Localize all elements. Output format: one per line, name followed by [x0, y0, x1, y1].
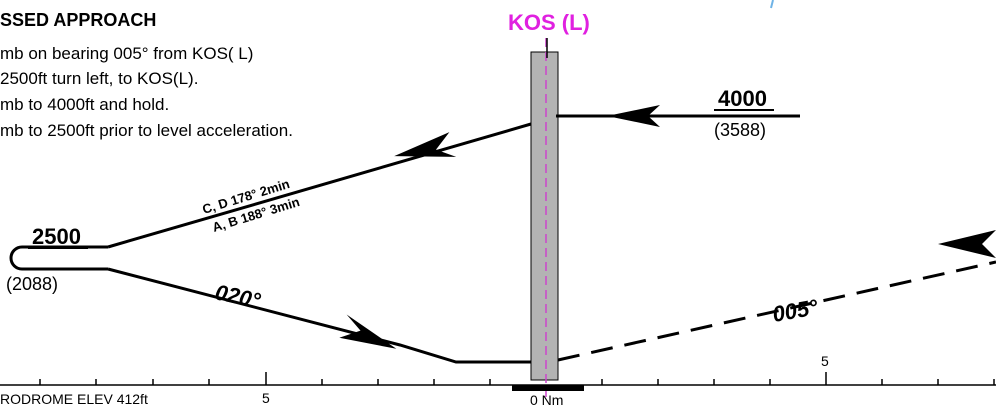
- hold-turn: [9, 245, 108, 271]
- scale-label-left-five: 5: [262, 390, 270, 405]
- scale-ticks: [39, 372, 995, 385]
- note-line-1: mb on bearing 005° from KOS( L): [0, 44, 253, 63]
- scale-label-zero: 0 Nm: [530, 392, 563, 405]
- procedure-title: SSED APPROACH: [0, 10, 156, 30]
- track-inbound-005: [557, 260, 996, 362]
- fix-label: KOS (L): [508, 10, 590, 35]
- runway-column: [530, 51, 559, 381]
- altitude-upper-sub: (3588): [714, 120, 766, 140]
- accent-mark: [770, 0, 774, 9]
- arrow-upper-track: [607, 105, 660, 127]
- track-label-outbound: 020°: [213, 279, 263, 313]
- altitude-upper-value: 4000: [718, 86, 767, 111]
- track-outbound-020: [107, 267, 531, 364]
- arrow-turn-left: [394, 132, 457, 157]
- aerodrome-elevation: RODROME ELEV 412ft: [0, 391, 148, 405]
- scale-label-right-five: 5: [821, 353, 829, 369]
- altitude-left-sub: (2088): [6, 274, 58, 294]
- track-turn-left: [107, 122, 532, 249]
- note-line-4: mb to 2500ft prior to level acceleration…: [0, 121, 293, 140]
- arrow-inbound: [938, 230, 996, 258]
- scale-zero-bar: [512, 385, 584, 391]
- altitude-left-value: 2500: [32, 224, 81, 249]
- arrow-outbound: [339, 314, 397, 349]
- track-label-inbound: 005°: [771, 294, 820, 327]
- note-line-3: mb to 4000ft and hold.: [0, 95, 169, 114]
- note-line-2: 2500ft turn left, to KOS(L).: [0, 69, 198, 88]
